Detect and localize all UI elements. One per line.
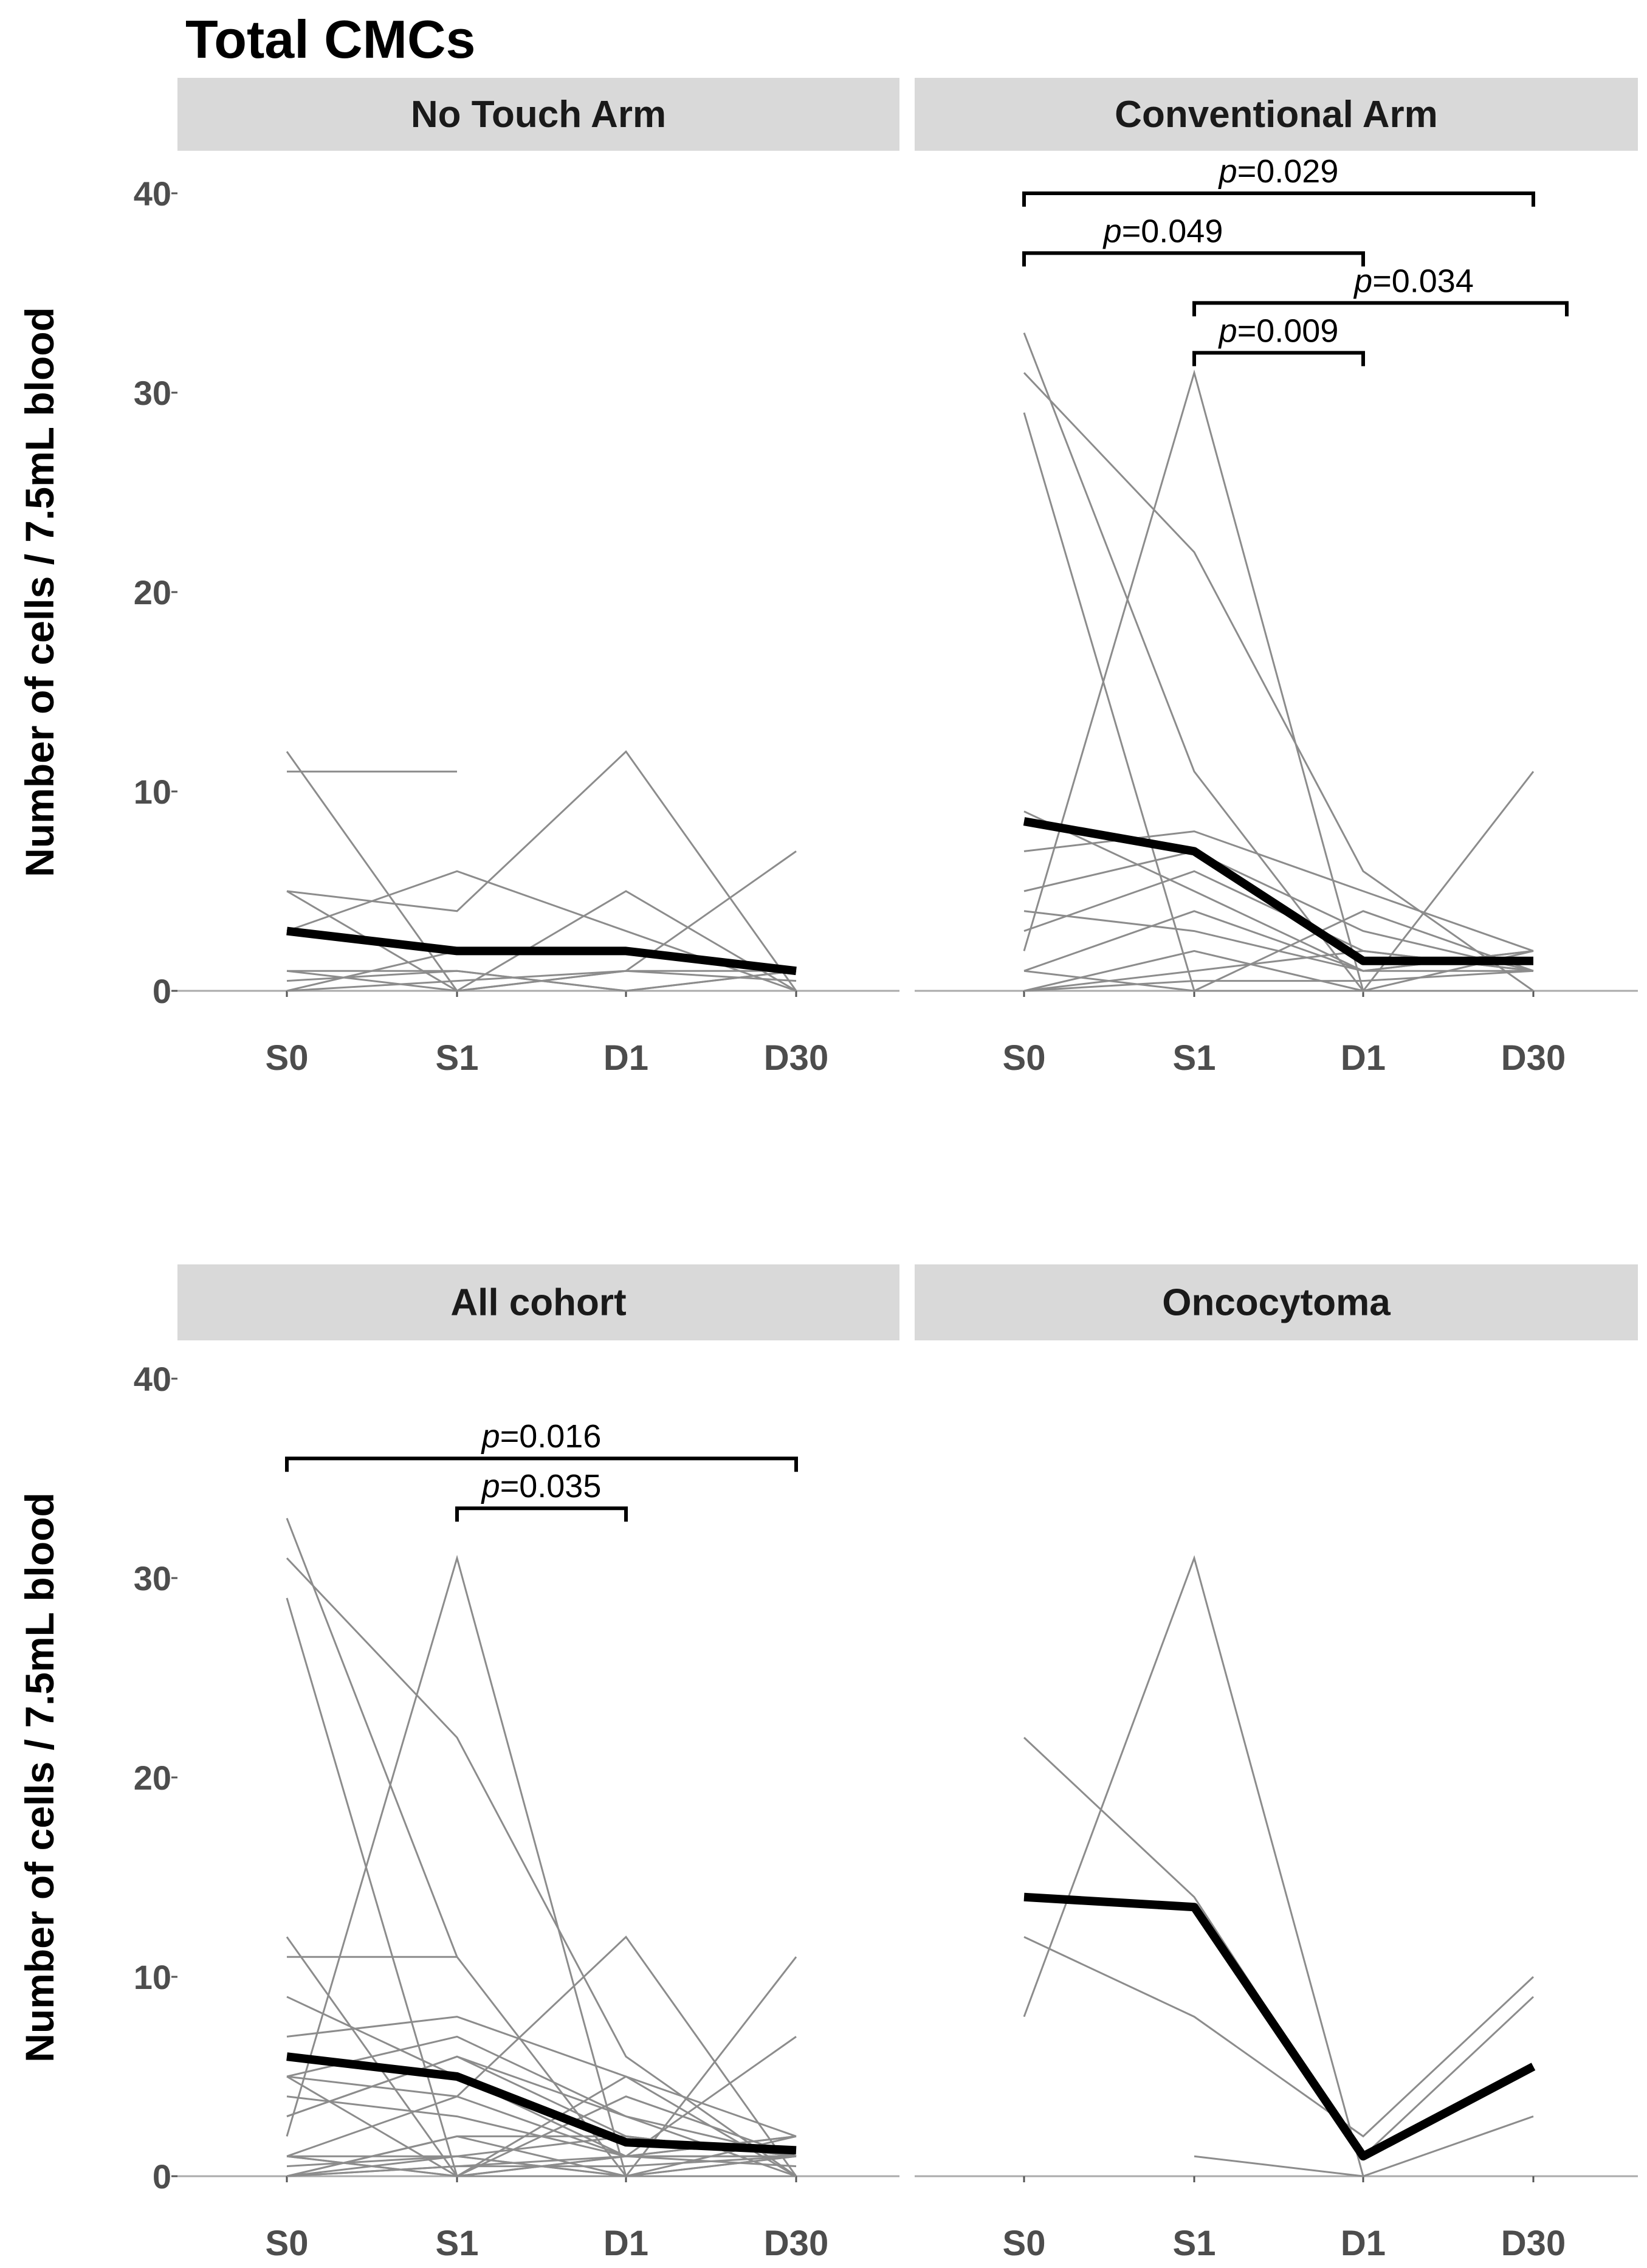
x-tick-label: D30: [1501, 2224, 1566, 2263]
subject-line: [1023, 970, 1534, 992]
y-tick-label: 20: [134, 1759, 171, 1797]
significance-bracket: p=0.034: [1192, 263, 1569, 317]
subject-line: [1023, 1555, 1534, 2177]
median-line: [286, 2052, 797, 2155]
x-tick-label: D30: [1501, 1038, 1566, 1078]
bracket-line: [455, 1506, 628, 1522]
subject-line: [1023, 1936, 1535, 2138]
panel-strip: [915, 1264, 1638, 1340]
x-tick-label: S1: [1173, 1038, 1216, 1078]
x-tick-label: S0: [266, 2224, 309, 2263]
subject-line: [1023, 870, 1534, 972]
x-tick-label: D1: [1341, 1038, 1386, 1078]
panel-strip: [177, 1264, 899, 1340]
panels: No Touch Arm 0 10 20 30 40 Number of cells / 7…: [17, 78, 1638, 2263]
x-tick-label: D1: [603, 1038, 648, 1078]
bracket-line: [1192, 301, 1569, 317]
x-tick-label: S1: [1173, 2224, 1216, 2263]
x-tick-label: D1: [1341, 2224, 1386, 2263]
subject-line: [286, 1557, 797, 2177]
p-value-label: p=0.029: [1218, 153, 1339, 190]
x-tick-label: S0: [1003, 2224, 1046, 2263]
y-tick-label: 30: [134, 1559, 171, 1598]
subject-line: [286, 2075, 797, 2177]
y-tick-label: 10: [134, 1958, 171, 1996]
bracket-line: [285, 1456, 798, 1472]
p-value-label: p=0.009: [1218, 312, 1339, 349]
panel-title: Oncocytoma: [1162, 1282, 1391, 1324]
x-tick-label: S0: [266, 1038, 309, 1078]
subject-line: [1023, 970, 1533, 992]
x-tick-label: S1: [436, 1038, 479, 1078]
subject-line: [1023, 369, 1535, 993]
panel-title: All cohort: [450, 1282, 626, 1324]
x-tick-label: D1: [603, 2224, 648, 2263]
p-value-label: p=0.016: [481, 1418, 602, 1455]
subject-line: [1023, 830, 1534, 952]
subject-line: [1023, 1737, 1535, 2158]
y-tick-label: 40: [134, 174, 171, 213]
subject-line: [286, 2155, 797, 2177]
p-value-label: p=0.034: [1353, 263, 1474, 299]
p-value-label: p=0.035: [481, 1468, 602, 1505]
y-tick-label: 10: [134, 773, 171, 811]
y-tick-label: 30: [134, 374, 171, 412]
figure-title: Total CMCs: [185, 9, 475, 69]
subject-line: [287, 970, 797, 992]
panel-strip: [177, 78, 899, 151]
subject-line: [1023, 910, 1533, 972]
x-tick-label: D30: [764, 1038, 828, 1078]
significance-bracket: p=0.009: [1192, 312, 1365, 367]
x-tick-label: S0: [1003, 1038, 1046, 1078]
subject-line: [1023, 372, 1534, 992]
bracket-line: [1022, 251, 1365, 267]
median-line: [286, 926, 797, 976]
panel-title: Conventional Arm: [1115, 94, 1438, 136]
median-line: [1023, 817, 1533, 965]
y-tick-label: 0: [153, 972, 171, 1010]
y-axis-label: Number of cells / 7.5mL blood: [17, 1492, 62, 2063]
panel-no-touch-arm: No Touch Arm 0 10 20 30 40 Number of cells / 7…: [17, 78, 899, 1078]
bracket-line: [1192, 351, 1365, 367]
median-line: [1023, 1892, 1536, 2161]
significance-bracket: p=0.016: [285, 1418, 798, 1472]
subject-line: [1023, 850, 1534, 972]
x-tick-label: D30: [764, 2224, 828, 2263]
subject-line: [287, 2155, 797, 2177]
bracket-line: [1022, 191, 1535, 207]
x-tick-label: S1: [436, 2224, 479, 2263]
y-tick-label: 0: [153, 2157, 171, 2196]
p-value-label: p=0.049: [1102, 213, 1223, 249]
subject-line: [286, 970, 797, 992]
panel-title: No Touch Arm: [411, 94, 666, 136]
y-tick-label: 20: [134, 573, 171, 612]
subject-line: [1194, 2155, 1364, 2177]
y-axis-label: Number of cells / 7.5mL blood: [17, 307, 62, 877]
subject-line: [286, 850, 797, 992]
panel-all-cohort: All cohort 0 10 20 30 40 Number of cells / 7.5…: [17, 1264, 899, 2263]
significance-bracket: p=0.035: [455, 1468, 628, 1522]
y-tick-label: 40: [134, 1360, 171, 1398]
significance-bracket: p=0.049: [1022, 213, 1365, 267]
subject-line: [286, 2016, 797, 2137]
panel-strip: [915, 78, 1638, 151]
panel-oncocytoma: Oncocytoma S0 S1 D1 D30: [915, 1264, 1638, 2263]
subject-line: [286, 1554, 797, 2179]
significance-bracket: p=0.029: [1022, 153, 1535, 207]
panel-conventional-arm: Conventional Arm S0 S1 D1 D30 p=0.029 p=0.049 p…: [915, 78, 1638, 1078]
